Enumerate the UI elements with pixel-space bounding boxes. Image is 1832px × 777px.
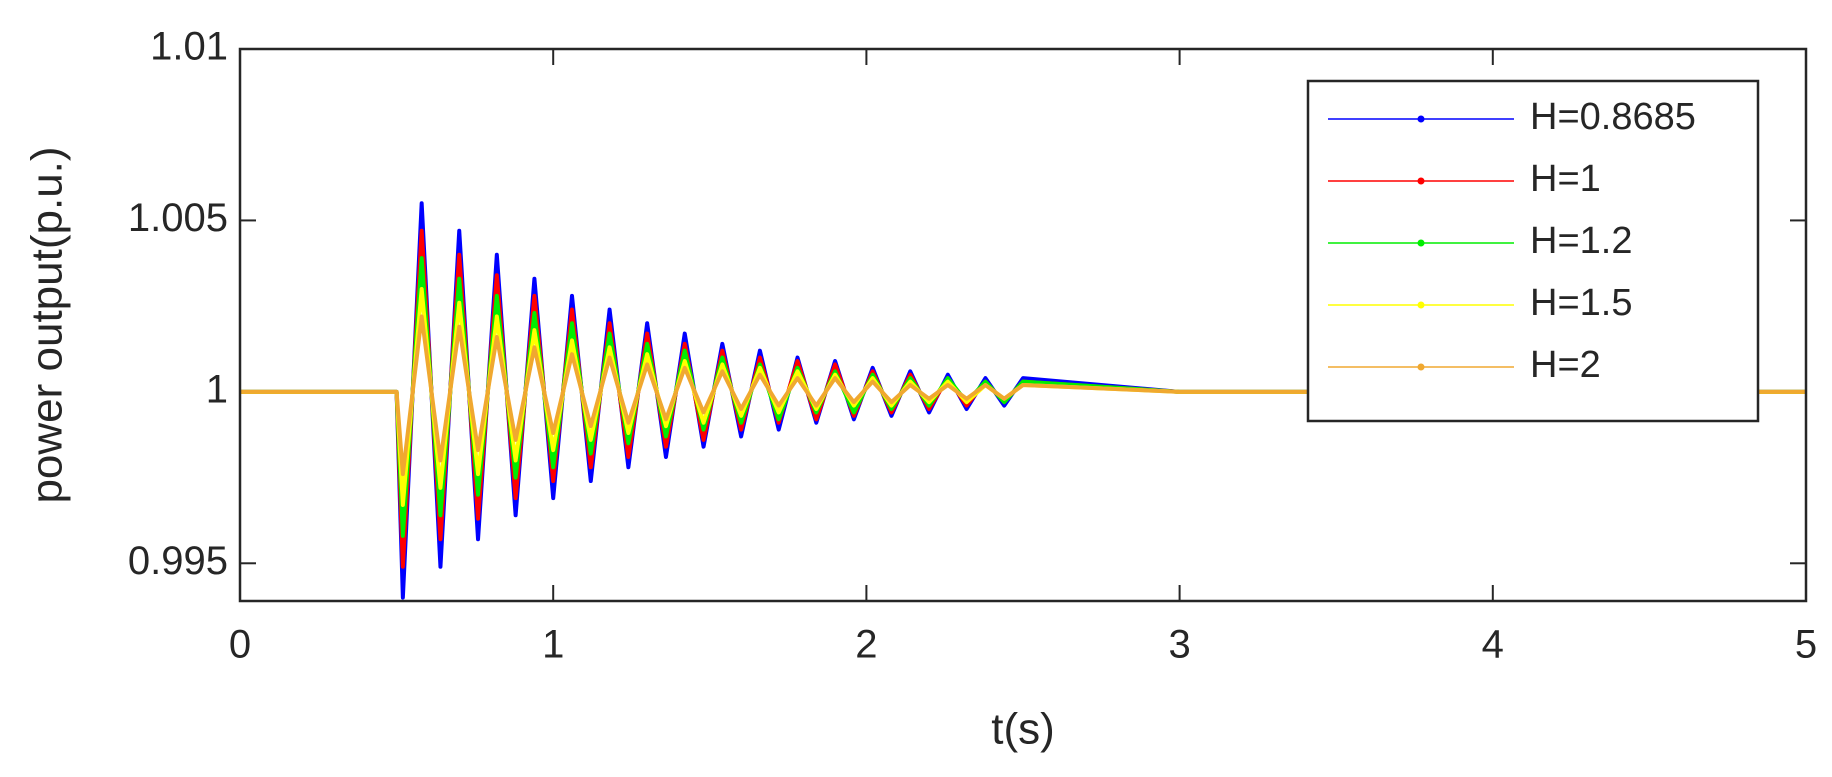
legend-marker bbox=[1417, 301, 1425, 309]
y-tick-label: 0.995 bbox=[128, 539, 228, 583]
legend-label: H=2 bbox=[1530, 344, 1601, 386]
x-tick-label: 3 bbox=[1168, 623, 1190, 667]
legend-label: H=1.2 bbox=[1530, 220, 1632, 262]
y-tick-label: 1.005 bbox=[128, 196, 228, 240]
legend-label: H=1.5 bbox=[1530, 282, 1632, 324]
legend-box bbox=[1306, 79, 1760, 423]
legend: H=0.8685 H=1 H=1.2 H=1.5 H=2 bbox=[1306, 79, 1760, 423]
y-tick-label: 1.01 bbox=[150, 25, 228, 69]
legend-marker bbox=[1417, 177, 1425, 185]
y-axis-title: power output(p.u.) bbox=[23, 146, 72, 503]
x-tick-label: 1 bbox=[542, 623, 564, 667]
legend-marker bbox=[1417, 115, 1425, 123]
legend-marker bbox=[1417, 239, 1425, 247]
y-tick-label: 1 bbox=[206, 367, 228, 411]
plot-frame bbox=[238, 47, 1808, 603]
legend-label: H=1 bbox=[1530, 158, 1601, 200]
x-tick-label: 4 bbox=[1482, 623, 1504, 667]
x-tick-label: 2 bbox=[855, 623, 877, 667]
x-tick-label: 5 bbox=[1795, 623, 1817, 667]
series-line bbox=[240, 314, 1806, 477]
legend-marker bbox=[1417, 363, 1425, 371]
legend-label: H=0.8685 bbox=[1530, 96, 1696, 138]
x-axis-title: t(s) bbox=[991, 705, 1055, 754]
x-tick-label: 0 bbox=[229, 623, 251, 667]
